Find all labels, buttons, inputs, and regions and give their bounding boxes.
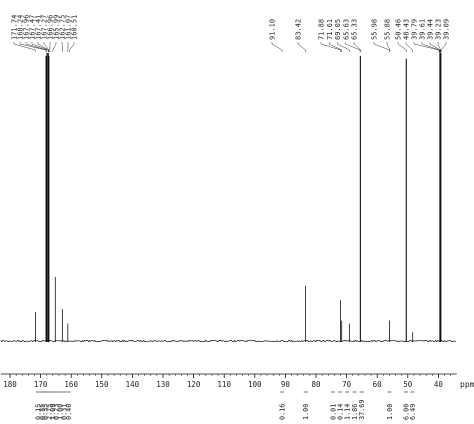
peak-shift-label: 65.33 (351, 19, 359, 40)
peak-shift-label: 167.41 (35, 15, 43, 40)
peak-label-connectors (13, 42, 447, 52)
peak-label-connector (61, 42, 64, 52)
peak-label-connector (37, 42, 49, 52)
x-axis-tick-label: 60 (373, 380, 383, 389)
peak-shift-label: 71.61 (326, 19, 334, 40)
peak-shift-label: 171.74 (11, 15, 19, 40)
peak-shift-label: 55.98 (371, 19, 379, 40)
peak-label-connector (373, 42, 390, 52)
peak-label-connector (345, 42, 361, 52)
x-axis-tick-label: 160 (64, 380, 78, 389)
integral-value-label: 0.40 (65, 404, 73, 420)
x-axis-tick-label: 150 (95, 380, 109, 389)
peak-label-connector (413, 42, 440, 52)
peak-label-connector (271, 42, 283, 52)
peak-shift-label: 39.61 (419, 19, 427, 40)
peak-label-connector (69, 42, 75, 52)
integral-value-label: 6.49 (409, 404, 417, 420)
x-axis-tick-label: 120 (187, 380, 201, 389)
integral-value-label: 1.09 (49, 404, 57, 420)
integral-value-label: 0.14 (337, 404, 345, 420)
peak-label-connector (405, 42, 413, 52)
peak-shift-label: 167.47 (29, 15, 37, 40)
integral-value-label: 0.23 (53, 404, 61, 420)
integral-value-label: 0.55 (38, 404, 46, 420)
peak-shift-label: 161.07 (65, 15, 73, 40)
x-axis-tick-label: 80 (311, 380, 321, 389)
peak-label-connector (421, 42, 440, 52)
peak-shift-label: 162.75 (59, 15, 67, 40)
x-axis-tick-label: 170 (34, 380, 48, 389)
peak-shift-label: 65.63 (342, 19, 350, 40)
integral-value-label: 0.35 (42, 404, 50, 420)
peak-label-connector (25, 42, 48, 52)
x-axis-unit-label: ppm (460, 380, 474, 389)
integral-value-label: 1.14 (344, 404, 352, 420)
peak-shift-label: 91.10 (269, 19, 277, 40)
peak-shift-label: 39.09 (443, 19, 451, 40)
x-axis-tick-label: 110 (217, 380, 231, 389)
integral-value-label: 1.86 (351, 404, 359, 420)
peak-shift-label: 39.23 (435, 19, 443, 40)
peak-label-connector (320, 42, 342, 52)
peak-shift-label: 71.88 (318, 19, 326, 40)
peak-shift-label: 48.43 (403, 19, 411, 40)
peak-label-connector (386, 42, 391, 52)
peak-labels: 171.74168.24167.96167.47167.41167.27166.… (11, 15, 451, 40)
x-axis-tick-label: 40 (434, 380, 444, 389)
peak-label-connector (353, 42, 362, 52)
integral-value-label: 1.00 (386, 404, 394, 420)
integral-labels: 0.150.550.352.751.090.231.000.310.40 0.16… (34, 391, 417, 420)
peak-label-connector (297, 42, 306, 52)
x-axis-tick-label: 130 (156, 380, 170, 389)
integral-value-label: 0.16 (279, 404, 287, 420)
peak-shift-label: 39.79 (411, 19, 419, 40)
x-axis-tick-label: 140 (126, 380, 140, 389)
integral-value-label: 0.01 (329, 404, 337, 420)
peak-label-connector (440, 42, 447, 52)
integral-value-label: 2.75 (45, 404, 53, 420)
peak-shift-label: 167.96 (23, 15, 31, 40)
integral-value-label: 6.00 (402, 404, 410, 420)
spectrum-trace-group (0, 50, 456, 343)
integral-value-label: 1.00 (302, 404, 310, 420)
integral-value-label: 0.31 (61, 404, 69, 420)
peak-label-connector (43, 42, 50, 52)
peak-label-connector (329, 42, 342, 52)
x-axis-tick-label: 70 (342, 380, 352, 389)
x-axis-tick-label: 90 (281, 380, 291, 389)
integral-value-label: 0.15 (34, 404, 42, 420)
peak-shift-label: 165.99 (53, 15, 61, 40)
x-axis-ticks: 180 170 160 150 140 130 120 110 100 90 80 70 60 50 40 (3, 374, 451, 389)
x-axis-tick-label: 180 (3, 380, 17, 389)
peak-label-connector (337, 42, 350, 52)
peak-shift-label: 166.96 (47, 15, 55, 40)
peak-shift-label: 39.44 (427, 19, 435, 40)
peak-shift-label: 83.42 (295, 19, 303, 40)
integral-value-label: 1.00 (57, 404, 65, 420)
peak-label-connector (437, 42, 442, 52)
spectrum-trace (0, 339, 456, 343)
peak-shift-label: 50.46 (395, 19, 403, 40)
integral-value-label: 37.69 (358, 400, 366, 420)
x-axis-tick-label: 50 (403, 380, 413, 389)
peak-label-connector (13, 42, 36, 52)
peak-shift-label: 55.88 (384, 19, 392, 40)
peak-shift-label: 167.27 (41, 15, 49, 40)
peak-label-connector (397, 42, 407, 52)
peak-label-connector (19, 42, 47, 52)
peak-shift-label: 168.24 (17, 15, 25, 40)
x-axis-tick-label: 100 (248, 380, 262, 389)
peak-shift-label: 69.05 (334, 19, 342, 40)
peak-shift-label: 160.51 (71, 15, 79, 40)
peak-label-connector (52, 42, 57, 52)
